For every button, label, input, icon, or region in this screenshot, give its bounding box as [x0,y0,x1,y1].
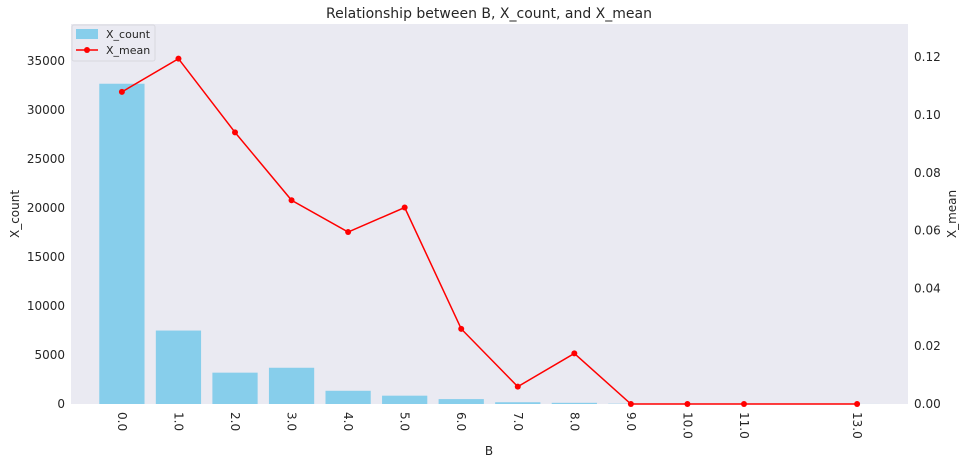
left-y-tick-label: 5000 [34,348,65,362]
right-y-tick-label: 0.12 [914,50,941,64]
x-tick-label: 1.0 [171,412,185,431]
left-y-tick-label: 25000 [27,152,65,166]
x-axis: 0.0 1.0 2.0 3.0 4.0 5.0 6.0 7.0 8.0 9.0 10.0 11.0 13… [115,412,864,439]
bar-0.0 [99,83,145,405]
right-y-tick-label: 0.04 [914,281,941,295]
x-tick-label: 13.0 [850,412,864,439]
legend-marker-x-mean [84,47,90,53]
point-6.0 [458,325,465,332]
x-tick-label: 0.0 [115,412,129,431]
left-y-tick-label: 35000 [27,54,65,68]
point-3.0 [288,197,295,204]
bar-7.0 [495,402,541,404]
plot-area [71,24,908,404]
legend-swatch-x-count [76,29,98,39]
point-11.0 [740,401,747,407]
left-y-tick-label: 20000 [27,201,65,215]
point-0.0 [118,88,125,95]
bar-6.0 [438,399,484,404]
x-tick-label: 10.0 [680,412,694,439]
bar-5.0 [382,395,428,404]
point-1.0 [175,55,182,62]
left-y-axis-title: X_count [8,190,22,238]
x-tick-label: 6.0 [454,412,468,431]
x-tick-label: 9.0 [624,412,638,431]
bar-8.0 [551,402,597,404]
point-8.0 [571,350,578,357]
right-y-tick-label: 0.06 [914,224,941,238]
x-tick-label: 3.0 [285,412,299,431]
right-y-axis-title: X_mean [945,190,959,238]
bar-3.0 [268,367,315,404]
right-y-tick-label: 0.00 [914,397,941,411]
left-y-tick-label: 30000 [27,103,65,117]
bar-4.0 [325,390,371,404]
legend-label-x-count: X_count [106,28,151,41]
left-y-tick-label: 10000 [27,299,65,313]
point-4.0 [345,229,352,236]
point-10.0 [684,401,691,407]
left-y-tick-label: 0 [57,397,65,411]
right-y-axis: 0.00 0.02 0.04 0.06 0.08 0.10 0.12 [914,50,941,411]
line-series-x-mean [118,55,861,407]
legend: X_count X_mean [71,24,156,62]
x-tick-label: 2.0 [228,412,242,431]
point-7.0 [514,383,521,390]
left-y-tick-label: 15000 [27,250,65,264]
x-tick-label: 11.0 [737,412,751,439]
legend-label-x-mean: X_mean [106,44,150,57]
left-y-axis: 0 5000 10000 15000 20000 25000 30000 35000 [27,54,65,411]
x-tick-label: 7.0 [511,412,525,431]
bar-series-x-count [99,83,880,405]
bar-1.0 [155,330,202,404]
x-tick-label: 4.0 [341,412,355,431]
point-13.0 [854,401,861,407]
bar-2.0 [212,372,258,404]
point-2.0 [232,129,239,136]
point-5.0 [401,204,408,211]
right-y-tick-label: 0.02 [914,339,941,353]
right-y-tick-label: 0.10 [914,108,941,122]
right-y-tick-label: 0.08 [914,166,941,180]
x-tick-label: 8.0 [567,412,581,431]
x-tick-label: 5.0 [398,412,412,431]
point-9.0 [627,401,634,407]
chart-title: Relationship between B, X_count, and X_m… [326,6,652,22]
x-axis-title: B [485,444,493,458]
